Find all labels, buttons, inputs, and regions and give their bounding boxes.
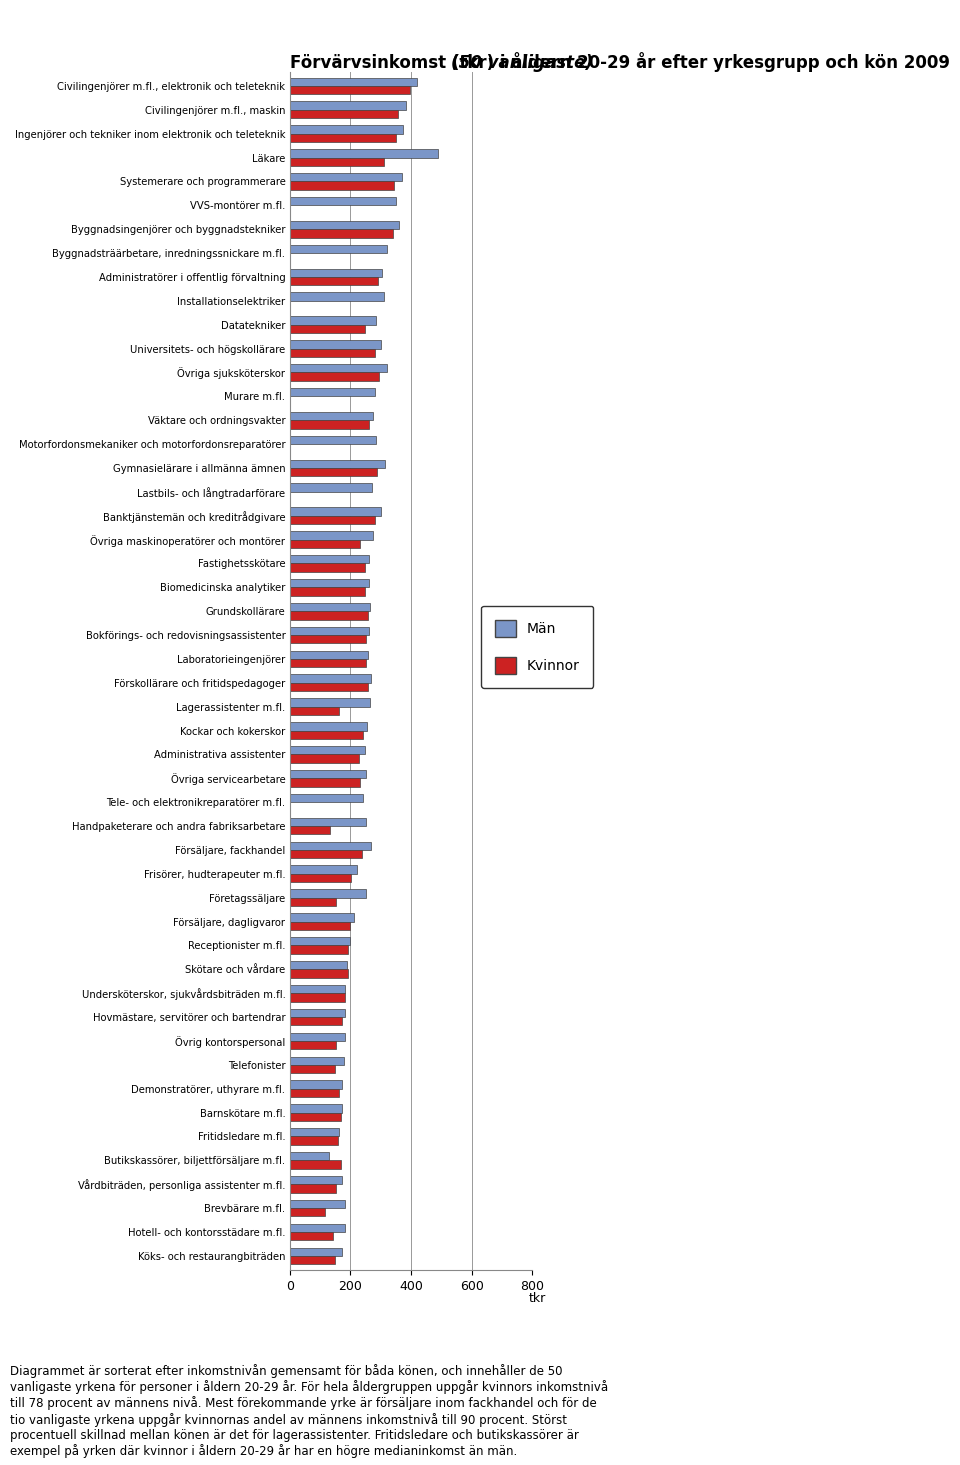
Bar	[290, 699, 371, 706]
Bar	[290, 86, 410, 94]
Bar	[290, 221, 399, 229]
Bar	[290, 365, 387, 372]
Bar	[290, 372, 379, 381]
Text: Förvärvsinkomst (tkr) i åldern 20-29 år efter yrkesgrupp och kön 2009: Förvärvsinkomst (tkr) i åldern 20-29 år …	[290, 51, 955, 72]
Bar	[290, 1160, 341, 1169]
Bar	[290, 412, 373, 420]
Bar	[290, 1232, 333, 1241]
Bar	[290, 539, 360, 548]
Bar	[290, 674, 371, 683]
Bar	[290, 420, 370, 429]
Bar	[290, 483, 372, 492]
Bar	[290, 794, 363, 803]
Bar	[290, 771, 366, 778]
Bar	[290, 133, 396, 142]
Bar	[290, 1105, 342, 1112]
Bar	[290, 229, 394, 237]
Bar	[290, 245, 387, 253]
Bar	[290, 325, 365, 333]
Bar	[290, 467, 377, 476]
Bar	[290, 1088, 339, 1097]
Bar	[290, 659, 366, 668]
Bar	[290, 898, 336, 905]
Bar	[290, 532, 373, 539]
Legend: Män, Kvinnor: Män, Kvinnor	[481, 605, 593, 689]
Bar	[290, 1042, 336, 1049]
Bar	[290, 945, 348, 954]
Bar	[290, 817, 366, 826]
Bar	[290, 1033, 345, 1042]
Bar	[290, 507, 381, 516]
Bar	[290, 101, 406, 110]
Bar	[290, 316, 376, 325]
Bar	[290, 579, 369, 587]
Bar	[290, 604, 371, 611]
Bar	[290, 1184, 336, 1193]
Bar	[290, 938, 349, 945]
Bar	[290, 722, 367, 731]
Bar	[290, 1248, 342, 1256]
Bar	[290, 1017, 342, 1026]
Bar	[290, 1056, 344, 1065]
Bar	[290, 349, 375, 357]
Bar	[290, 611, 368, 620]
Bar	[290, 683, 368, 691]
Bar	[290, 110, 398, 119]
Bar	[290, 866, 357, 873]
Bar	[290, 984, 346, 993]
Bar	[290, 873, 351, 882]
Bar	[290, 850, 362, 858]
Bar	[290, 516, 375, 524]
Bar	[290, 196, 396, 205]
Bar	[290, 388, 374, 397]
Bar	[290, 158, 384, 166]
Bar	[290, 1128, 339, 1137]
Bar	[290, 1112, 341, 1121]
X-axis label: tkr: tkr	[529, 1292, 546, 1305]
Bar	[290, 1009, 345, 1017]
Bar	[290, 182, 395, 190]
Bar	[290, 564, 365, 571]
Bar	[290, 627, 369, 636]
Bar	[290, 650, 368, 659]
Bar	[290, 889, 366, 898]
Text: (50 vanligaste): (50 vanligaste)	[451, 54, 593, 72]
Bar	[290, 1137, 338, 1144]
Bar	[290, 746, 365, 754]
Bar	[290, 435, 376, 444]
Bar	[290, 149, 439, 158]
Bar	[290, 1209, 325, 1216]
Bar	[290, 1176, 342, 1184]
Bar	[290, 841, 371, 850]
Bar	[290, 706, 339, 715]
Bar	[290, 126, 403, 133]
Bar	[290, 970, 348, 977]
Bar	[290, 961, 347, 970]
Bar	[290, 340, 381, 349]
Bar	[290, 913, 354, 921]
Bar	[290, 78, 417, 86]
Bar	[290, 731, 363, 738]
Bar	[290, 778, 360, 787]
Bar	[290, 173, 402, 182]
Bar	[290, 1151, 328, 1160]
Bar	[290, 754, 359, 763]
Bar	[290, 293, 384, 300]
Bar	[290, 555, 369, 564]
Bar	[290, 1256, 335, 1264]
Bar	[290, 587, 365, 596]
Bar	[290, 826, 330, 835]
Bar	[290, 460, 385, 467]
Bar	[290, 277, 378, 286]
Bar	[290, 1065, 335, 1074]
Bar	[290, 636, 367, 643]
Bar	[290, 993, 345, 1002]
Text: Diagrammet är sorterat efter inkomstnivån gemensamt för båda könen, och innehåll: Diagrammet är sorterat efter inkomstnivå…	[10, 1364, 608, 1458]
Bar	[290, 1200, 345, 1209]
Bar	[290, 268, 382, 277]
Bar	[290, 1223, 345, 1232]
Bar	[290, 921, 349, 930]
Bar	[290, 1080, 342, 1088]
